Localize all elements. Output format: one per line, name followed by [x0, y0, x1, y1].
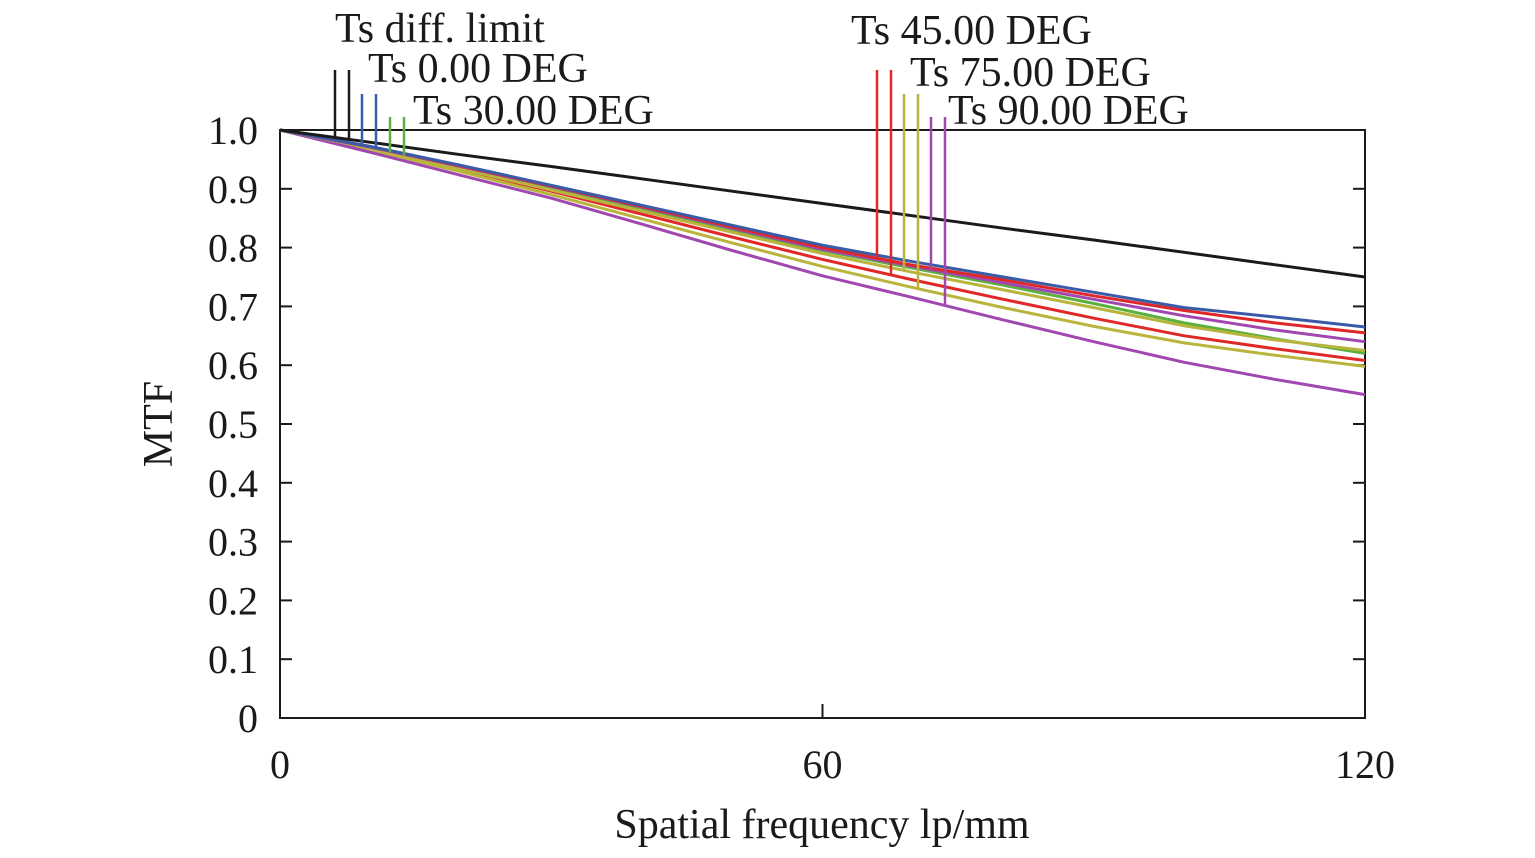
y-tick-label: 0: [238, 696, 258, 741]
y-tick-label: 0.5: [208, 402, 258, 447]
y-tick-label: 0.6: [208, 343, 258, 388]
x-tick-label: 0: [270, 742, 290, 787]
x-axis-ticks: 0 60 120: [270, 704, 1395, 787]
x-axis-title: Spatial frequency lp/mm: [614, 802, 1030, 848]
series-line: [279, 128, 1366, 279]
y-tick-label: 0.2: [208, 578, 258, 623]
x-tick-label: 60: [803, 742, 843, 787]
series-line: [279, 128, 1366, 352]
y-tick-label: 0.1: [208, 637, 258, 682]
y-axis-title: MTF: [136, 381, 182, 467]
series-line: [279, 128, 1366, 329]
y-tick-label: 0.9: [208, 167, 258, 212]
x-tick-label: 120: [1335, 742, 1395, 787]
y-tick-label: 1.0: [208, 108, 258, 153]
legend-label: Ts 30.00 DEG: [413, 88, 654, 134]
legend-label: Ts 75.00 DEG: [910, 50, 1151, 96]
series-lines: [279, 128, 1366, 397]
y-tick-label: 0.7: [208, 284, 258, 329]
legend-label: Ts 0.00 DEG: [368, 46, 588, 92]
plot-frame: [279, 129, 1366, 719]
y-tick-label: 0.3: [208, 520, 258, 565]
y-tick-label: 0.4: [208, 461, 258, 506]
y-tick-label: 0.8: [208, 226, 258, 271]
legend-label: Ts diff. limit: [335, 6, 545, 52]
series-line: [279, 128, 1366, 397]
series-line: [279, 128, 1366, 368]
y-axis-ticks: 0 0.1 0.2 0.3 0.4 0.5 0.6 0.7 0.8 0.9 1.0: [208, 108, 1365, 741]
legend-label: Ts 90.00 DEG: [948, 88, 1189, 134]
legend-label: Ts 45.00 DEG: [851, 8, 1092, 54]
